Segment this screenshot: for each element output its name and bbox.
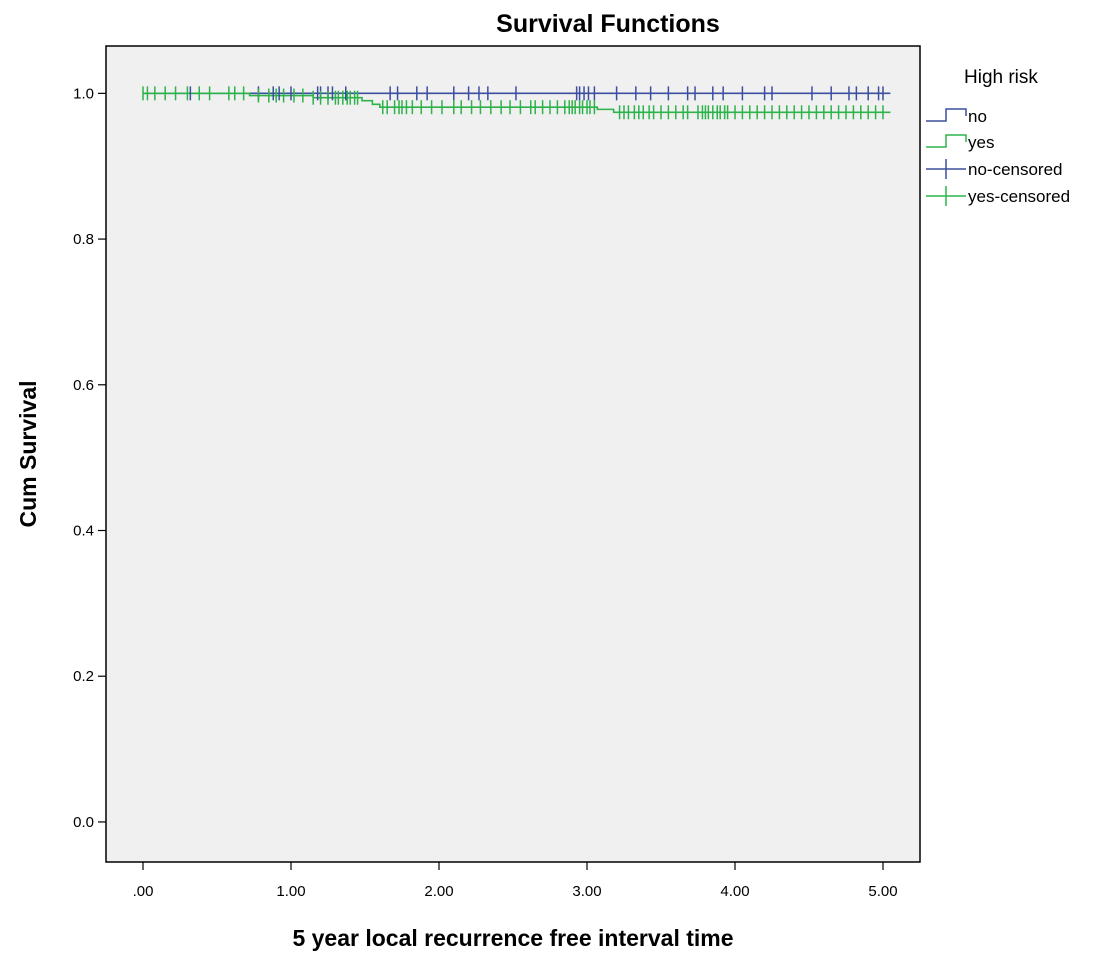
y-axis-title: Cum Survival [15,381,41,528]
legend-step-swatch [926,134,967,148]
x-tick-label: 5.00 [868,883,897,900]
legend-item-no-censored: no-censored [926,159,1063,179]
y-tick-label: 0.2 [73,668,94,685]
legend-label: yes [968,133,994,152]
x-tick-label: 1.00 [276,883,305,900]
x-tick-label: 3.00 [572,883,601,900]
y-tick-label: 0.4 [73,523,94,540]
censor-layer [142,86,884,120]
legend-title: High risk [964,67,1038,88]
legend-item-no: no [926,107,987,126]
y-tick-label: 0.8 [73,231,94,248]
plot-area [105,45,921,863]
legend-label: no [968,107,987,126]
legend-label: yes-censored [968,187,1070,206]
y-tick-label: 1.0 [73,85,94,102]
legend-item-yes: yes [926,133,994,152]
survival-line-yes [143,92,891,114]
x-tick-label: .00 [133,883,154,900]
legend-step-swatch [926,108,967,122]
x-tick-label: 4.00 [720,883,749,900]
y-tick-label: 0.0 [73,814,94,831]
legend-label: no-censored [968,160,1063,179]
legend: High risk no yes no-censored yes-censored [926,67,1070,206]
y-axis: 0.0 0.2 0.4 0.6 0.8 1.0 [73,85,106,831]
y-tick-label: 0.6 [73,377,94,394]
x-axis-title: 5 year local recurrence free interval ti… [292,925,733,951]
x-axis: .00 1.00 2.00 3.00 4.00 5.00 [133,862,898,900]
x-tick-label: 2.00 [424,883,453,900]
legend-item-yes-censored: yes-censored [926,186,1070,206]
chart-title: Survival Functions [496,10,720,38]
